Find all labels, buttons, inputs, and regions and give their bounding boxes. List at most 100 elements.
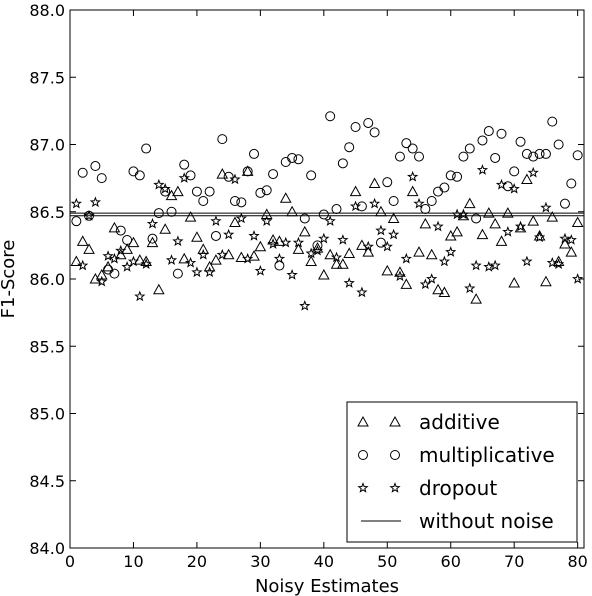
additive-point xyxy=(546,211,559,222)
multiplicative-point xyxy=(249,148,260,159)
legend-circle-icon xyxy=(390,450,400,460)
dropout-point xyxy=(413,197,425,209)
x-tick-label: 80 xyxy=(567,552,587,571)
dropout-point xyxy=(165,254,178,265)
series-multiplicative xyxy=(71,111,583,279)
dropout-point xyxy=(146,217,159,229)
axis-ticks: 0 10 20 30 40 50 60 70 80 84.0 84.5 85.0 85.5 86.0 86.… xyxy=(29,1,587,571)
dropout-point xyxy=(210,215,222,226)
plot-area xyxy=(70,111,584,311)
multiplicative-point xyxy=(477,135,488,146)
multiplicative-point xyxy=(223,171,234,182)
dropout-point xyxy=(457,208,470,220)
x-tick-label: 70 xyxy=(504,552,524,571)
legend: additive multiplicative dropout without noi… xyxy=(346,401,578,543)
legend-label: multiplicative xyxy=(419,443,555,467)
dropout-point xyxy=(476,164,489,175)
multiplicative-point xyxy=(515,136,526,147)
dropout-point xyxy=(235,212,247,224)
multiplicative-point xyxy=(350,122,361,133)
additive-point xyxy=(508,277,521,288)
dropout-point xyxy=(330,251,343,263)
additive-point xyxy=(95,268,108,280)
dropout-point xyxy=(115,244,127,256)
additive-point xyxy=(298,225,311,237)
dropout-point xyxy=(419,278,431,290)
dropout-point xyxy=(292,236,305,248)
dropout-point xyxy=(489,259,501,271)
multiplicative-point xyxy=(407,143,418,154)
additive-point xyxy=(286,205,298,217)
multiplicative-point xyxy=(325,111,336,122)
dropout-point xyxy=(280,236,292,248)
multiplicative-point xyxy=(153,208,164,219)
x-tick-label: 0 xyxy=(65,552,75,571)
additive-point xyxy=(337,258,349,269)
dropout-point xyxy=(343,277,355,288)
multiplicative-point xyxy=(414,151,425,162)
dropout-point xyxy=(394,270,406,282)
dropout-point xyxy=(495,178,508,190)
multiplicative-point xyxy=(166,206,177,217)
multiplicative-point xyxy=(337,158,348,169)
additive-point xyxy=(102,260,114,272)
y-tick-label: 88.0 xyxy=(29,1,65,20)
multiplicative-point xyxy=(464,143,475,154)
multiplicative-point xyxy=(229,195,240,206)
additive-point xyxy=(254,240,267,252)
y-tick-label: 87.0 xyxy=(29,136,65,155)
dropout-point xyxy=(102,250,114,261)
dropout-point xyxy=(184,256,197,268)
additive-point xyxy=(457,209,470,221)
additive-point xyxy=(565,246,578,257)
multiplicative-point xyxy=(255,187,266,198)
dropout-point xyxy=(432,220,444,232)
additive-point xyxy=(540,275,552,287)
additive-point xyxy=(210,254,222,265)
multiplicative-point xyxy=(439,182,450,193)
additive-point xyxy=(406,185,419,197)
multiplicative-point xyxy=(540,148,551,159)
multiplicative-point xyxy=(299,213,310,224)
dropout-point xyxy=(546,256,558,268)
additive-point xyxy=(267,233,279,245)
additive-point xyxy=(191,231,203,242)
additive-point xyxy=(521,173,533,184)
additive-point xyxy=(343,247,356,258)
legend-box xyxy=(346,401,578,543)
dropout-point xyxy=(527,166,539,178)
multiplicative-point xyxy=(394,151,405,162)
multiplicative-point xyxy=(566,178,577,189)
multiplicative-point xyxy=(191,186,202,197)
additive-point xyxy=(482,207,495,218)
y-tick-label: 87.5 xyxy=(29,68,65,87)
dropout-point xyxy=(381,240,393,252)
y-tick-label: 84.5 xyxy=(29,472,65,491)
dropout-point xyxy=(77,259,89,271)
multiplicative-point xyxy=(471,213,482,224)
x-tick-label: 40 xyxy=(314,552,334,571)
dropout-point xyxy=(407,170,419,182)
multiplicative-point xyxy=(547,116,558,127)
dropout-point xyxy=(134,290,146,302)
multiplicative-point xyxy=(559,198,570,209)
multiplicative-point xyxy=(433,186,444,197)
multiplicative-point xyxy=(179,159,190,170)
multiplicative-point xyxy=(388,195,399,206)
additive-point xyxy=(330,258,343,269)
multiplicative-point xyxy=(293,154,304,165)
multiplicative-point xyxy=(185,170,196,181)
dropout-point xyxy=(229,173,241,185)
dropout-point xyxy=(349,200,362,212)
additive-point xyxy=(76,235,89,246)
dropout-point xyxy=(514,220,527,232)
multiplicative-point xyxy=(198,195,209,206)
additive-point xyxy=(368,177,381,189)
legend-label: dropout xyxy=(419,476,497,500)
multiplicative-point xyxy=(103,264,114,275)
x-tick-label: 50 xyxy=(377,552,397,571)
additive-point xyxy=(375,205,387,217)
additive-point xyxy=(463,197,476,209)
x-tick-label: 30 xyxy=(250,552,270,571)
multiplicative-point xyxy=(90,161,101,172)
